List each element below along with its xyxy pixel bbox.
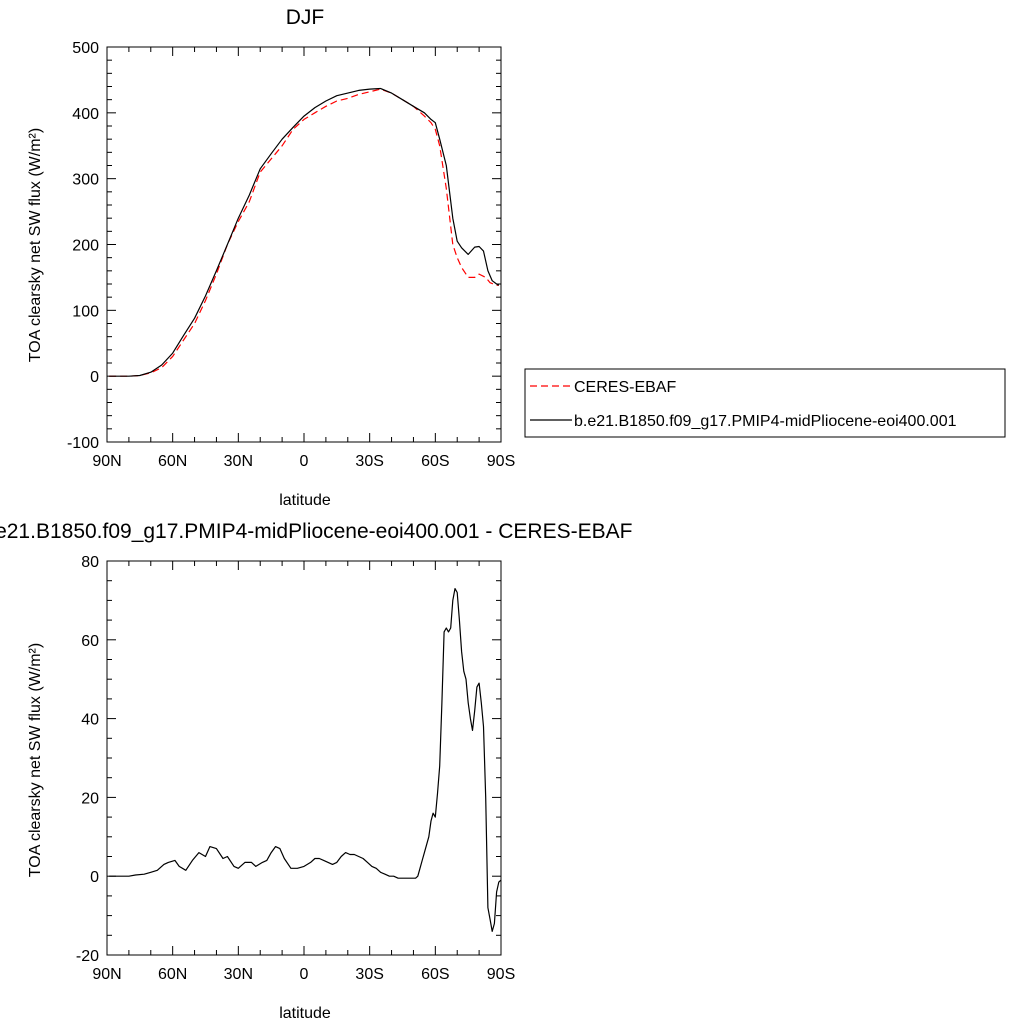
bottom-x-tick-labels: 90N 60N 30N 0 30S 60S 90S bbox=[92, 966, 515, 983]
plot-frame bbox=[106, 46, 502, 443]
y-tick-label: 0 bbox=[90, 369, 99, 386]
bottom-plot-area bbox=[106, 560, 502, 956]
plot-frame bbox=[106, 560, 502, 956]
top-x-tick-labels: 90N 60N 30N 0 30S 60S 90S bbox=[92, 453, 515, 470]
x-tick-label: 90N bbox=[92, 966, 121, 983]
x-tick-label: 0 bbox=[300, 453, 309, 470]
y-tick-label: -100 bbox=[67, 435, 99, 452]
bottom-x-axis-label: latitude bbox=[279, 1005, 331, 1022]
y-tick-label: 40 bbox=[81, 712, 99, 729]
x-tick-label: 0 bbox=[300, 966, 309, 983]
x-tick-label: 60N bbox=[158, 453, 187, 470]
x-tick-label: 30N bbox=[224, 966, 253, 983]
x-tick-label: 30N bbox=[224, 453, 253, 470]
y-tick-label: 80 bbox=[81, 554, 99, 571]
x-tick-label: 60N bbox=[158, 966, 187, 983]
y-tick-label: -20 bbox=[76, 948, 99, 965]
top-x-axis-label: latitude bbox=[279, 492, 331, 509]
legend-box bbox=[524, 368, 1006, 438]
y-tick-label: 400 bbox=[72, 106, 99, 123]
x-tick-label: 90S bbox=[487, 966, 515, 983]
top-panel-title: DJF bbox=[286, 6, 325, 29]
y-tick-label: 300 bbox=[72, 172, 99, 189]
x-tick-label: 90N bbox=[92, 453, 121, 470]
top-plot-area bbox=[106, 46, 502, 443]
x-tick-label: 60S bbox=[421, 966, 449, 983]
top-panel: DJF 90N 60N 30N 0 30S 60S 90S -100 0 100 200 300 40… bbox=[27, 6, 515, 509]
y-tick-label: 500 bbox=[72, 40, 99, 57]
bottom-panel: b.e21.B1850.f09_g17.PMIP4-midPliocene-eo… bbox=[0, 520, 632, 1022]
legend-label-model: b.e21.B1850.f09_g17.PMIP4-midPliocene-eo… bbox=[574, 413, 957, 430]
y-tick-label: 200 bbox=[72, 238, 99, 255]
x-tick-label: 60S bbox=[421, 453, 449, 470]
x-tick-label: 90S bbox=[487, 453, 515, 470]
y-tick-label: 20 bbox=[81, 790, 99, 807]
series-line-model bbox=[109, 87, 500, 377]
difference-series-line bbox=[109, 588, 502, 932]
top-y-axis-label: TOA clearsky net SW flux (W/m²) bbox=[27, 128, 44, 362]
bottom-panel-title: b.e21.B1850.f09_g17.PMIP4-midPliocene-eo… bbox=[0, 520, 632, 543]
bottom-y-tick-labels: -20 0 20 40 60 80 bbox=[76, 554, 99, 965]
y-tick-label: 0 bbox=[90, 869, 99, 886]
x-tick-label: 30S bbox=[355, 453, 383, 470]
series-line-ceres bbox=[109, 88, 499, 377]
bottom-y-axis-label: TOA clearsky net SW flux (W/m²) bbox=[27, 643, 44, 877]
legend: CERES-EBAF b.e21.B1850.f09_g17.PMIP4-mid… bbox=[524, 368, 1006, 438]
legend-label-ceres: CERES-EBAF bbox=[574, 379, 676, 396]
y-tick-label: 100 bbox=[72, 303, 99, 320]
x-tick-label: 30S bbox=[355, 966, 383, 983]
y-tick-label: 60 bbox=[81, 633, 99, 650]
top-y-tick-labels: -100 0 100 200 300 400 500 bbox=[67, 40, 99, 452]
